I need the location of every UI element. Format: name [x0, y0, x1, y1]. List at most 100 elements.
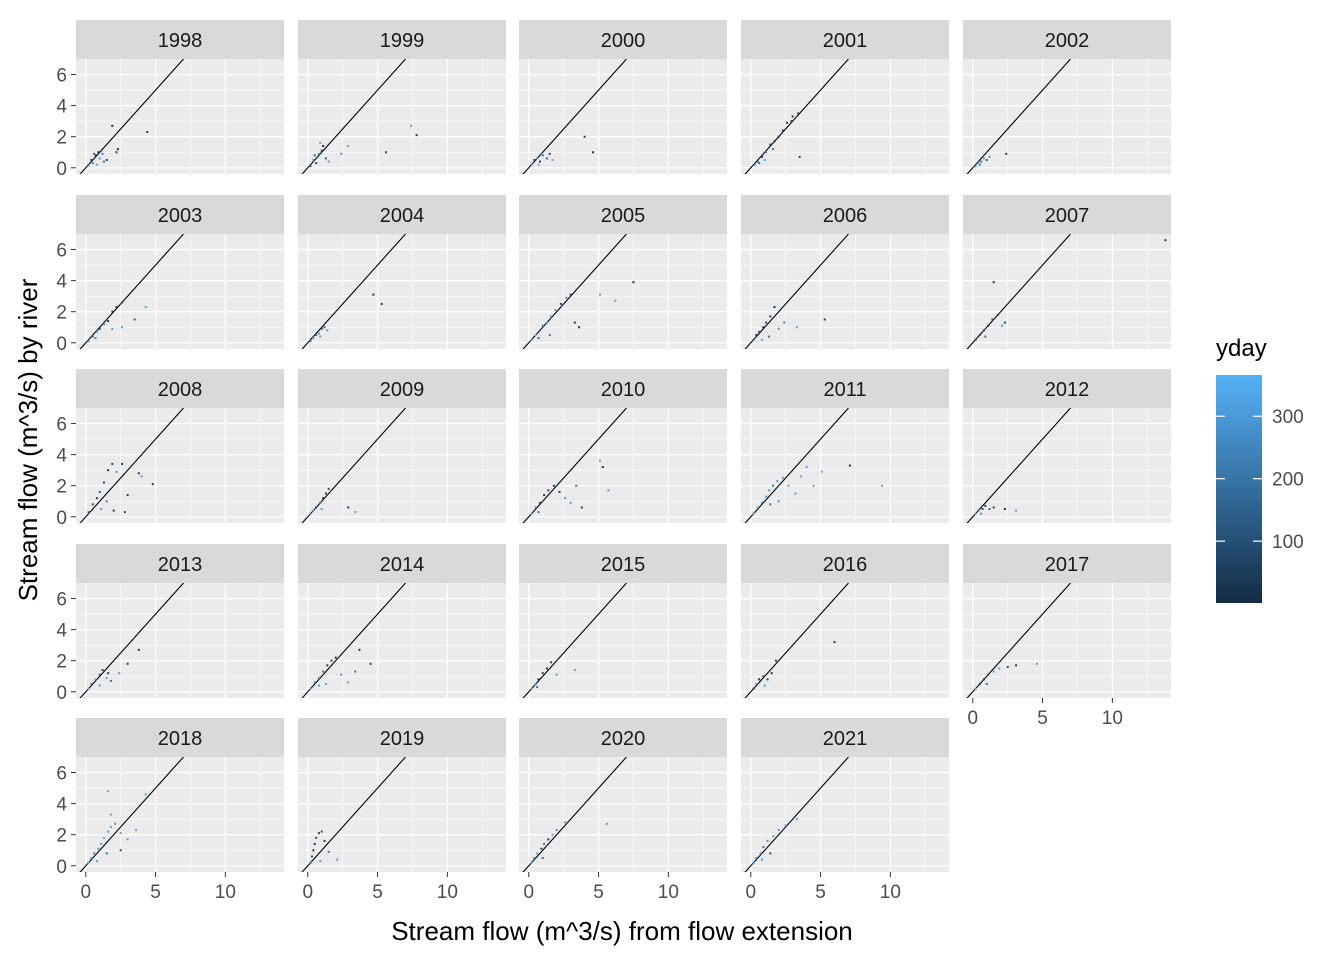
data-point [530, 163, 533, 166]
data-point [372, 293, 375, 296]
legend-tick-label: 200 [1272, 470, 1304, 491]
data-point [536, 157, 539, 160]
x-tick-label: 10 [880, 882, 901, 903]
data-point [580, 506, 583, 509]
data-point [111, 124, 114, 127]
reference-line [301, 757, 406, 872]
data-point [100, 843, 103, 846]
points [530, 135, 594, 166]
data-point [87, 687, 90, 690]
data-point [541, 324, 544, 327]
data-point [313, 154, 316, 157]
data-point [309, 165, 312, 168]
facet-panel-2016: 2016 [741, 544, 949, 698]
facet-strip [298, 195, 506, 234]
data-point [978, 334, 981, 337]
points [752, 641, 836, 690]
data-point [564, 821, 567, 824]
data-point [358, 648, 361, 651]
data-point [607, 489, 610, 492]
reference-line [744, 583, 849, 698]
y-tick-label: 0 [56, 508, 67, 529]
data-point [763, 159, 766, 162]
data-point [102, 160, 105, 163]
data-point [591, 151, 594, 154]
data-point [319, 501, 322, 504]
data-point [319, 335, 322, 338]
data-point [121, 462, 124, 465]
data-point [820, 470, 823, 473]
data-point [95, 330, 98, 333]
data-point [320, 508, 323, 511]
data-point [978, 163, 981, 166]
data-point [753, 163, 756, 166]
data-point [1005, 152, 1008, 155]
gridlines [741, 234, 949, 349]
data-point [326, 664, 329, 667]
points [974, 239, 1167, 341]
data-point [98, 684, 101, 687]
facet-panel-2003: 2003 0 2 4 6 [56, 195, 284, 355]
data-point [767, 335, 770, 338]
panel-background [519, 583, 727, 698]
data-point [410, 124, 413, 127]
data-point [541, 857, 544, 860]
data-point [98, 157, 101, 160]
y-tick-label: 6 [56, 764, 67, 785]
data-point [752, 512, 755, 515]
x-tick-label: 0 [302, 882, 313, 903]
y-tick-label: 6 [56, 590, 67, 611]
facet-panel-2013: 2013 0 2 4 6 [56, 544, 284, 704]
data-point [101, 669, 104, 672]
data-point [791, 115, 794, 118]
y-tick-label: 6 [56, 66, 67, 87]
data-point [107, 469, 110, 472]
data-point [569, 501, 572, 504]
x-tick-label: 5 [593, 882, 604, 903]
data-point [319, 860, 322, 863]
data-point [763, 684, 766, 687]
points [309, 830, 339, 864]
data-point [762, 846, 765, 849]
facet-label: 2018 [158, 728, 203, 750]
gridlines [741, 757, 949, 872]
facet-label: 2006 [823, 205, 868, 227]
facet-strip [298, 544, 506, 583]
x-tick-label: 10 [1102, 708, 1123, 729]
data-point [781, 129, 784, 132]
data-point [773, 306, 776, 309]
data-point [320, 149, 323, 152]
data-point [93, 152, 96, 155]
data-point [545, 667, 548, 670]
points [974, 152, 1008, 168]
facet-strip [519, 544, 727, 583]
x-tick-label: 10 [658, 882, 679, 903]
panel-background [963, 59, 1171, 174]
reference-line [79, 408, 184, 523]
points [309, 487, 357, 515]
data-point [601, 466, 604, 469]
data-point [102, 323, 105, 326]
facet-label: 2020 [601, 728, 646, 750]
reference-line [966, 408, 1071, 523]
y-tick-label: 0 [56, 334, 67, 355]
data-point [312, 509, 315, 512]
data-point [315, 162, 318, 165]
panel-background [76, 59, 284, 174]
data-point [1164, 239, 1167, 242]
data-point [137, 472, 140, 475]
data-point [111, 327, 114, 330]
data-point [974, 512, 977, 515]
data-point [534, 683, 537, 686]
facet-label: 1999 [380, 30, 425, 52]
panel-background [76, 234, 284, 349]
data-point [309, 340, 312, 343]
data-point [992, 506, 995, 509]
facet-strip [519, 369, 727, 408]
facet-panel-2011: 2011 [741, 369, 949, 523]
data-point [758, 678, 761, 681]
data-point [121, 301, 124, 304]
panel-background [519, 408, 727, 523]
data-point [758, 162, 761, 165]
